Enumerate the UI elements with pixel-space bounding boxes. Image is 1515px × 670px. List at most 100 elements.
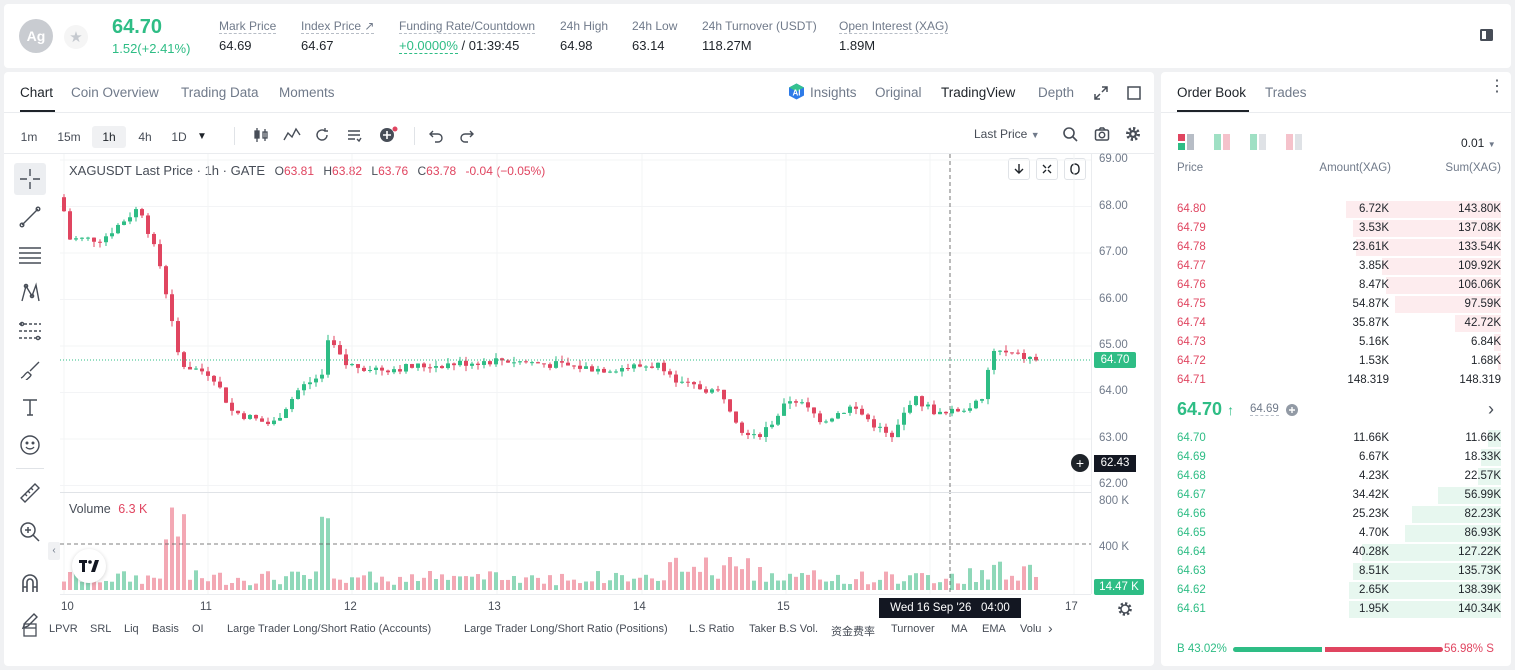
indicator-lpvr[interactable]: LPVR — [49, 623, 78, 635]
add-indicator-icon[interactable] — [378, 126, 398, 149]
price-type-select[interactable]: Last Price ▼ — [974, 127, 1040, 141]
ask-row[interactable]: 64.77 3.85K 109.92K — [1177, 257, 1501, 276]
view-original[interactable]: Original — [875, 85, 922, 100]
ask-row[interactable]: 64.78 23.61K 133.54K — [1177, 238, 1501, 257]
view-tradingview[interactable]: TradingView — [941, 85, 1016, 100]
mark-price-label[interactable]: Mark Price — [219, 19, 277, 34]
chart-settings-gear-icon[interactable] — [1117, 601, 1133, 622]
insights-button[interactable]: Insights — [810, 85, 857, 100]
timeframe-15m[interactable]: 15m — [57, 130, 81, 144]
tab-coin-overview[interactable]: Coin Overview — [71, 85, 159, 100]
camera-icon[interactable] — [1094, 126, 1110, 147]
search-icon[interactable] — [1062, 126, 1078, 147]
view-asks-icon[interactable] — [1286, 134, 1302, 155]
ask-row[interactable]: 64.75 54.87K 97.59K — [1177, 295, 1501, 314]
indicator-ls-positions[interactable]: Large Trader Long/Short Ratio (Positions… — [464, 623, 668, 635]
crosshair-add-icon[interactable]: + — [1071, 454, 1089, 472]
horizontal-lines-tool-icon[interactable] — [14, 239, 46, 271]
ask-row[interactable]: 64.73 5.16K 6.84K — [1177, 333, 1501, 352]
indicator-funding-rate[interactable]: 资金费率 — [831, 626, 875, 638]
timeframe-dropdown-icon[interactable]: ▼ — [197, 131, 207, 142]
view-both-icon[interactable] — [1178, 134, 1194, 155]
timeframe-1m[interactable]: 1m — [20, 130, 38, 144]
ask-row[interactable]: 64.74 35.87K 42.72K — [1177, 314, 1501, 333]
precision-select[interactable]: 0.01 ▼ — [1461, 136, 1496, 150]
tab-trades[interactable]: Trades — [1265, 85, 1307, 100]
timeframe-4h[interactable]: 4h — [138, 130, 152, 144]
timeframe-1h[interactable]: 1h — [92, 126, 126, 148]
favorite-star-icon[interactable]: ★ — [64, 25, 88, 49]
chevron-right-icon[interactable]: › — [1488, 399, 1494, 419]
expand-icon[interactable] — [1093, 85, 1109, 101]
ruler-tool-icon[interactable] — [14, 477, 46, 509]
indicator-ls-ratio[interactable]: L.S Ratio — [689, 623, 735, 635]
legend-collapse-icon[interactable] — [1008, 158, 1030, 180]
legend-refresh-icon[interactable] — [1064, 158, 1086, 180]
indicator-ls-accounts[interactable]: Large Trader Long/Short Ratio (Accounts) — [227, 623, 432, 635]
bid-row[interactable]: 64.65 4.70K 86.93K — [1177, 524, 1501, 543]
tab-order-book[interactable]: Order Book — [1177, 85, 1247, 100]
insights-icon[interactable]: AI — [788, 83, 805, 100]
undo-icon[interactable] — [428, 127, 444, 148]
zoom-in-tool-icon[interactable] — [14, 516, 46, 548]
open-interest-label[interactable]: Open Interest (XAG) — [839, 19, 949, 34]
view-buy-icon[interactable] — [1214, 134, 1230, 155]
volume-bar — [164, 539, 168, 590]
collapse-toolbar-icon[interactable]: ‹ — [48, 542, 60, 560]
templates-icon[interactable] — [346, 127, 362, 148]
tab-chart[interactable]: Chart — [20, 85, 54, 100]
ask-row[interactable]: 64.71 148.319 148.319 — [1177, 371, 1501, 390]
tradingview-logo[interactable] — [72, 549, 106, 583]
funding-rate-label[interactable]: Funding Rate/Countdown — [399, 19, 536, 34]
indicator-ema[interactable]: EMA — [982, 623, 1006, 635]
brush-tool-icon[interactable] — [14, 353, 46, 385]
indicator-bar-icon[interactable] — [23, 623, 37, 642]
emoji-tool-icon[interactable] — [14, 429, 46, 461]
index-price-label[interactable]: Index Price ↗ — [301, 19, 375, 34]
bid-row[interactable]: 64.69 6.67K 18.33K — [1177, 448, 1501, 467]
tab-trading-data[interactable]: Trading Data — [181, 85, 259, 100]
indicator-volume[interactable]: Volu — [1020, 623, 1042, 635]
indicator-oi[interactable]: OI — [192, 623, 204, 635]
replay-icon[interactable] — [314, 127, 330, 148]
scroll-right-icon[interactable]: › — [1048, 620, 1053, 636]
bid-row[interactable]: 64.63 8.51K 135.73K — [1177, 562, 1501, 581]
bid-row[interactable]: 64.66 25.23K 82.23K — [1177, 505, 1501, 524]
price-chart[interactable] — [60, 154, 1094, 594]
view-sell-icon[interactable] — [1250, 134, 1266, 155]
window-icon[interactable] — [1126, 85, 1142, 101]
bid-row[interactable]: 64.67 34.42K 56.99K — [1177, 486, 1501, 505]
view-depth[interactable]: Depth — [1038, 85, 1075, 100]
text-tool-icon[interactable] — [14, 391, 46, 423]
ask-row[interactable]: 64.79 3.53K 137.08K — [1177, 219, 1501, 238]
bid-row[interactable]: 64.70 11.66K 11.66K — [1177, 429, 1501, 448]
ask-row[interactable]: 64.72 1.53K 1.68K — [1177, 352, 1501, 371]
book-icon[interactable] — [1478, 26, 1496, 44]
magnet-tool-icon[interactable] — [14, 567, 46, 599]
bid-row[interactable]: 64.68 4.23K 22.57K — [1177, 467, 1501, 486]
bid-row[interactable]: 64.64 40.28K 127.22K — [1177, 543, 1501, 562]
indicators-icon[interactable] — [283, 127, 301, 148]
timeframe-1d[interactable]: 1D — [171, 130, 187, 144]
indicator-taker-vol[interactable]: Taker B.S Vol. — [749, 623, 819, 635]
trendline-tool-icon[interactable] — [14, 201, 46, 233]
more-menu-icon[interactable]: ⋮ — [1489, 78, 1505, 95]
ask-row[interactable]: 64.80 6.72K 143.80K — [1177, 200, 1501, 219]
crosshair-tool-icon[interactable] — [14, 163, 46, 195]
settings-gear-icon[interactable] — [1125, 126, 1141, 147]
indicator-liq[interactable]: Liq — [124, 623, 139, 635]
fib-tool-icon[interactable] — [14, 315, 46, 347]
ask-row[interactable]: 64.76 8.47K 106.06K — [1177, 276, 1501, 295]
indicator-srl[interactable]: SRL — [90, 623, 112, 635]
candles-icon[interactable] — [252, 127, 270, 148]
pattern-tool-icon[interactable] — [14, 277, 46, 309]
ask-sum: 148.319 — [1459, 374, 1501, 386]
redo-icon[interactable] — [459, 127, 475, 148]
indicator-basis[interactable]: Basis — [152, 623, 179, 635]
tab-moments[interactable]: Moments — [279, 85, 335, 100]
indicator-ma[interactable]: MA — [951, 623, 968, 635]
bid-row[interactable]: 64.62 2.65K 138.39K — [1177, 581, 1501, 600]
bid-row[interactable]: 64.61 1.95K 140.34K — [1177, 600, 1501, 619]
indicator-turnover[interactable]: Turnover — [891, 623, 935, 635]
legend-shrink-icon[interactable] — [1036, 158, 1058, 180]
